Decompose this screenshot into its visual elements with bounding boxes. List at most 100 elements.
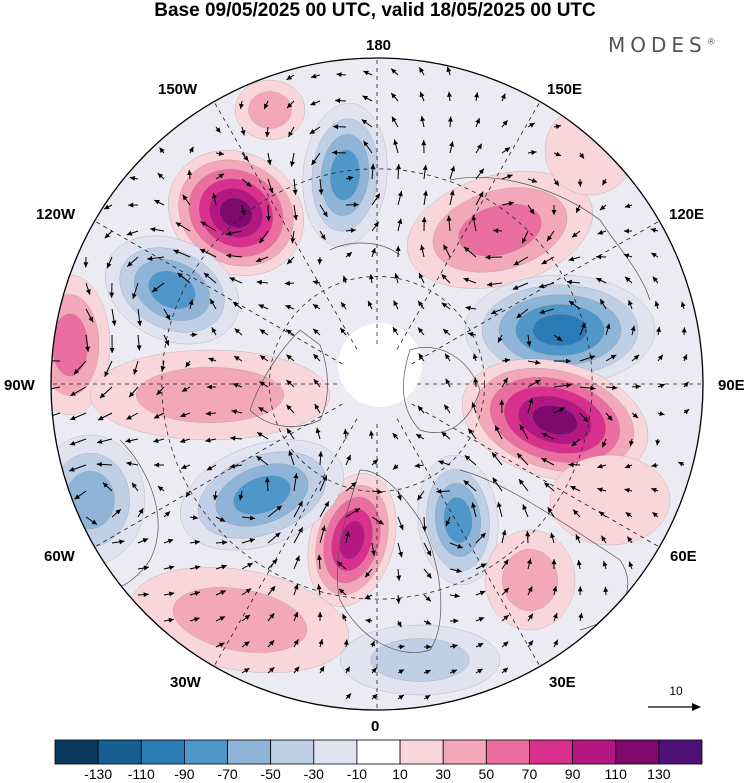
wind-arrow-head — [503, 615, 509, 621]
wind-arrow-head — [218, 173, 224, 179]
colorbar-tick-label: 130 — [647, 766, 671, 782]
wind-arrow-head — [179, 438, 186, 444]
colorbar-tick-label: -90 — [174, 766, 195, 782]
positive-anomaly — [168, 150, 304, 276]
wind-arrow-head — [550, 532, 555, 539]
wind-arrow-head — [600, 298, 605, 305]
wind-arrow-head — [212, 494, 218, 501]
coastline — [336, 469, 442, 653]
wind-arrow-head — [256, 257, 262, 263]
wind-arrow-head — [175, 222, 182, 228]
positive-anomaly — [89, 349, 331, 441]
wind-arrow-head — [599, 511, 605, 517]
latitude-circle — [161, 168, 593, 600]
wind-arrow-head — [465, 305, 471, 311]
wind-arrow-head — [493, 228, 499, 234]
wind-arrow-head — [286, 329, 292, 335]
wind-arrow-head — [339, 588, 345, 594]
wind-arrow-head — [289, 161, 295, 167]
wind-arrow-head — [363, 70, 369, 76]
wind-arrow-head — [293, 584, 299, 590]
wind-arrow-head — [551, 209, 557, 215]
wind-arrow-head — [541, 259, 548, 265]
wind-arrow-head — [544, 482, 550, 488]
colorbar-tick-label: -50 — [260, 766, 281, 782]
wind-arrow-head — [318, 189, 324, 195]
wind-arrow-head — [335, 98, 341, 104]
wind-arrow-head — [375, 193, 380, 199]
negative-anomaly — [339, 624, 501, 696]
wind-arrow-head — [240, 209, 246, 216]
wind-arrow-head — [106, 262, 112, 269]
wind-arrow-head — [177, 272, 183, 278]
wind-arrow-head — [230, 435, 236, 441]
wind-arrow-head — [424, 695, 431, 700]
coastline — [329, 242, 401, 256]
wind-arrow-head — [373, 221, 379, 228]
wind-arrow-head — [245, 588, 252, 594]
wind-arrow-head — [456, 568, 462, 574]
wind-arrow-head — [157, 486, 164, 492]
wind-arrow-head — [659, 411, 665, 416]
wind-arrow-head — [597, 487, 603, 493]
wind-arrow-head — [552, 613, 558, 619]
negative-anomaly — [417, 454, 499, 586]
positive-anomaly — [234, 79, 306, 141]
wind-arrow-head — [473, 377, 479, 383]
wind-arrow-head — [152, 286, 158, 292]
wind-arrow-head — [491, 452, 498, 458]
wind-arrow-head — [607, 415, 613, 421]
wind-arrow-head — [91, 519, 98, 525]
wind-arrow-head — [529, 122, 535, 128]
wind-arrow-head — [96, 439, 103, 444]
wind-arrow-head — [581, 322, 586, 329]
wind-arrow-head — [243, 155, 249, 161]
wind-arrow-head — [395, 245, 401, 251]
wind-arrow-head — [268, 187, 274, 194]
colorbar-tick-label: 10 — [392, 766, 408, 782]
longitude-label-120e: 120E — [669, 206, 705, 223]
wind-arrow-head — [157, 173, 164, 179]
wind-arrow-head — [568, 300, 575, 306]
wind-arrow-head — [316, 584, 322, 590]
colorbar-swatch — [140, 739, 185, 765]
wind-arrow-head — [463, 277, 470, 283]
wind-arrow-head — [324, 501, 329, 507]
colorbar-swatch — [529, 739, 574, 765]
wind-arrow-head — [566, 382, 572, 388]
wind-arrow-head — [579, 153, 584, 159]
wind-arrow-head — [445, 520, 451, 527]
colorbar-tick-label: -110 — [127, 766, 155, 782]
wind-arrow-head — [229, 277, 236, 282]
wind-arrow-head — [192, 332, 198, 338]
wind-arrow-head — [426, 550, 432, 557]
colorbar-tick-label: 110 — [604, 766, 627, 782]
wind-arrow-head — [70, 415, 76, 421]
wind-arrow-head — [364, 594, 371, 599]
wind-arrow-head — [167, 538, 174, 544]
wind-arrow-head — [468, 428, 474, 435]
wind-arrow-head — [286, 428, 292, 435]
wind-arrow-head — [104, 371, 110, 377]
wind-arrow-head — [275, 532, 281, 538]
wind-arrow-head — [318, 639, 324, 645]
wind-arrow-head — [231, 409, 237, 415]
wind-arrow-head — [256, 279, 262, 285]
wind-arrow-head — [233, 302, 239, 308]
wind-arrow-head — [244, 641, 250, 647]
wind-arrow-head — [73, 368, 80, 375]
wind-arrow-head — [270, 586, 276, 592]
wind-arrow-head — [119, 539, 125, 545]
wind-arrow-head — [340, 302, 346, 308]
wind-arrow-head — [603, 586, 609, 593]
wind-arrow-head — [88, 316, 94, 323]
wind-arrow-head — [348, 175, 354, 181]
wind-arrow-head — [392, 327, 398, 333]
wind-arrow-head — [555, 124, 561, 130]
wind-arrow-head — [392, 464, 399, 470]
wind-arrow-head — [683, 409, 690, 415]
wind-arrow-head — [396, 163, 402, 170]
wind-arrow-head — [418, 327, 424, 334]
positive-anomaly — [544, 104, 636, 196]
wind-arrow-head — [498, 337, 503, 343]
